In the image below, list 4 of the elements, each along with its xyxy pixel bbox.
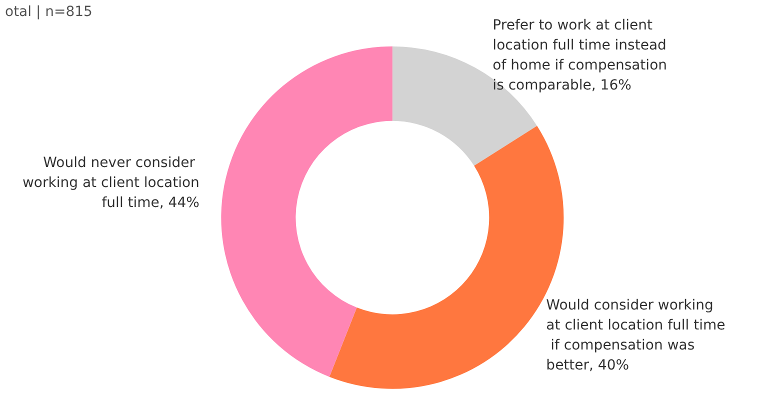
slice-label: Prefer to work at client location full time instead of home if compensation is comparable, 16% bbox=[492, 17, 672, 94]
slice-label: Would consider working at client location full time if compensation was better, 40% bbox=[546, 298, 726, 374]
chart-title: otal | n=815 bbox=[5, 4, 92, 20]
slice-label: Would never consider working at client location full time, 44% bbox=[22, 154, 200, 211]
